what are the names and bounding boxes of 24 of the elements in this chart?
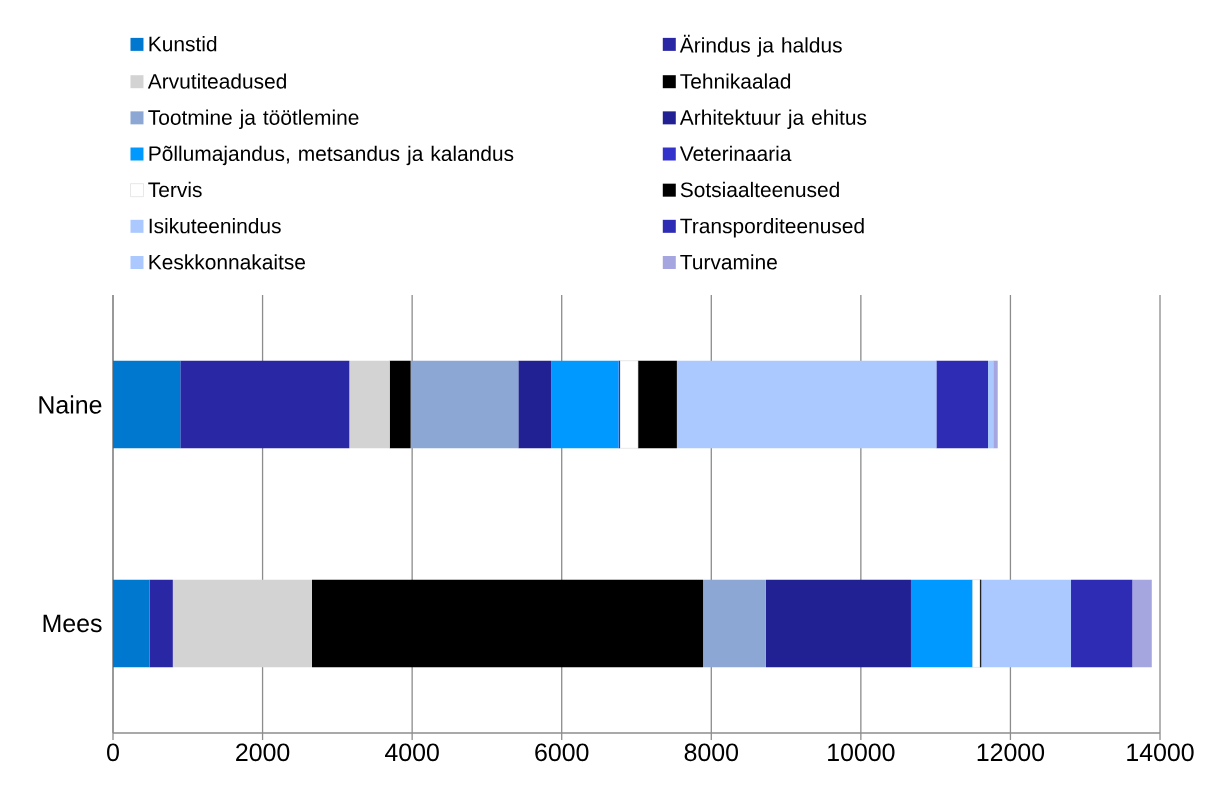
legend-label: Isikuteenindus	[149, 218, 281, 234]
x-tick-label: 10000	[828, 743, 895, 762]
x-tick-label: 6000	[535, 743, 589, 762]
x-tick-label: 0	[107, 743, 119, 762]
legend-label: Transporditeenused	[680, 218, 864, 238]
legend-label: Kunstid	[149, 36, 217, 52]
legend-label: Arhitektuur ja ehitus	[679, 109, 867, 130]
x-tick-label: 12000	[977, 743, 1045, 762]
legend-label: Turvamine	[680, 254, 777, 270]
x-tick-label: 14000	[1127, 743, 1194, 762]
legend-label: Arvutiteadused	[147, 73, 286, 89]
x-tick-label: 8000	[684, 743, 738, 762]
legend-label: Tehnikaalad	[680, 73, 791, 89]
legend-label: Veterinaaria	[679, 145, 792, 162]
x-tick-label: 4000	[385, 743, 439, 762]
y-tick-label: Mees	[43, 614, 102, 633]
legend-label: Põllumajandus, metsandus ja kalandus	[149, 145, 514, 166]
legend-label: Tootmine ja töötlemine	[148, 109, 359, 130]
legend-label: Keskkonnakaitse	[149, 254, 305, 270]
y-tick-label: Naine	[39, 395, 102, 414]
legend-label: Tervis	[148, 181, 202, 198]
legend-label: Sotsiaalteenused	[680, 181, 839, 198]
x-tick-label: 2000	[236, 743, 290, 762]
legend-label: Ärindus ja haldus	[679, 34, 842, 57]
